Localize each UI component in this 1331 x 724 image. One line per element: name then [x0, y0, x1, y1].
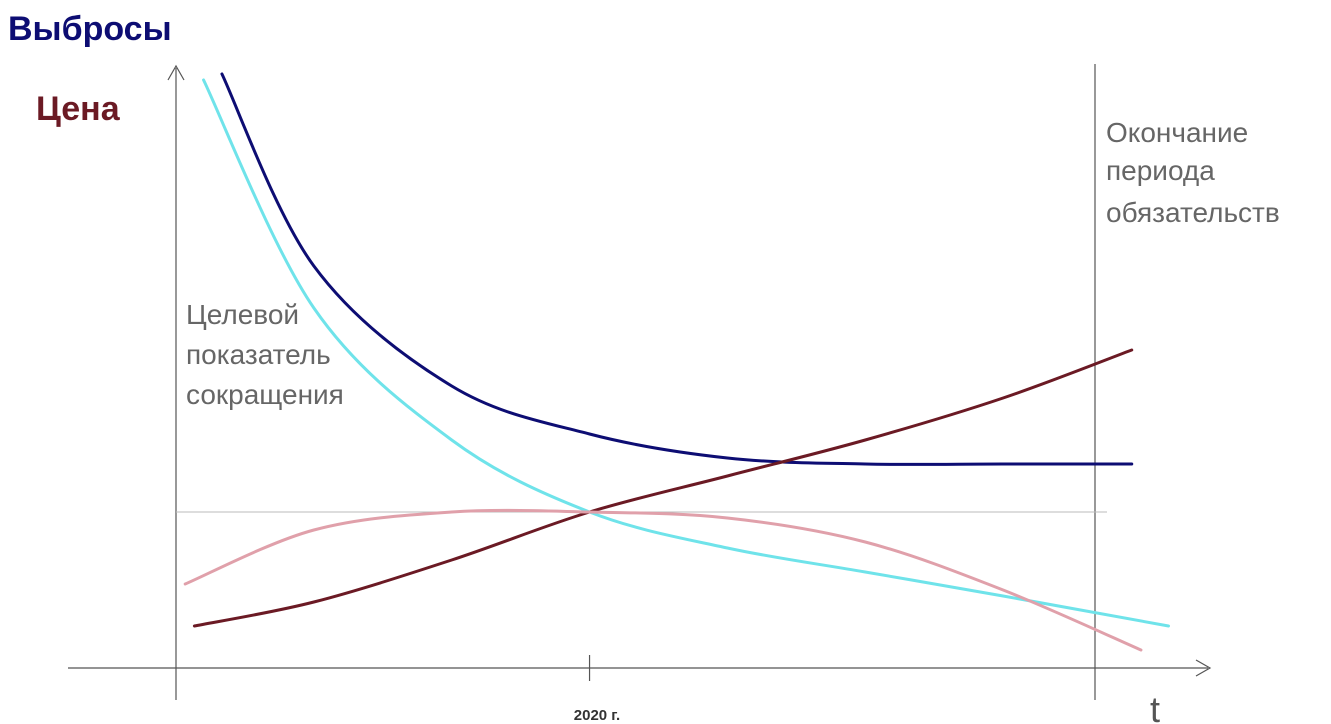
x-axis-arrow	[1195, 659, 1212, 677]
y-label-emissions: Выбросы	[8, 10, 172, 48]
y-axis-arrow	[167, 64, 185, 81]
annotation-target-2: показатель	[186, 339, 331, 370]
y-label-price: Цена	[36, 90, 121, 128]
series-line-emissions-light	[202, 78, 1171, 628]
series-line-price-light	[183, 508, 1143, 652]
series-line-emissions-dark	[220, 72, 1134, 466]
annotation-target-3: сокращения	[186, 379, 344, 410]
x-tick-label-2020: 2020 г.	[574, 707, 620, 724]
annotation-target-1: Целевой	[186, 299, 299, 330]
annotation-end-period-1: Окончание	[1106, 117, 1248, 148]
annotation-end-period-2: периода	[1106, 155, 1215, 186]
series-layer	[183, 72, 1171, 652]
series-line-price-dark	[192, 348, 1134, 628]
annotation-end-period-3: обязательств	[1106, 197, 1280, 228]
x-label: t	[1150, 689, 1160, 724]
